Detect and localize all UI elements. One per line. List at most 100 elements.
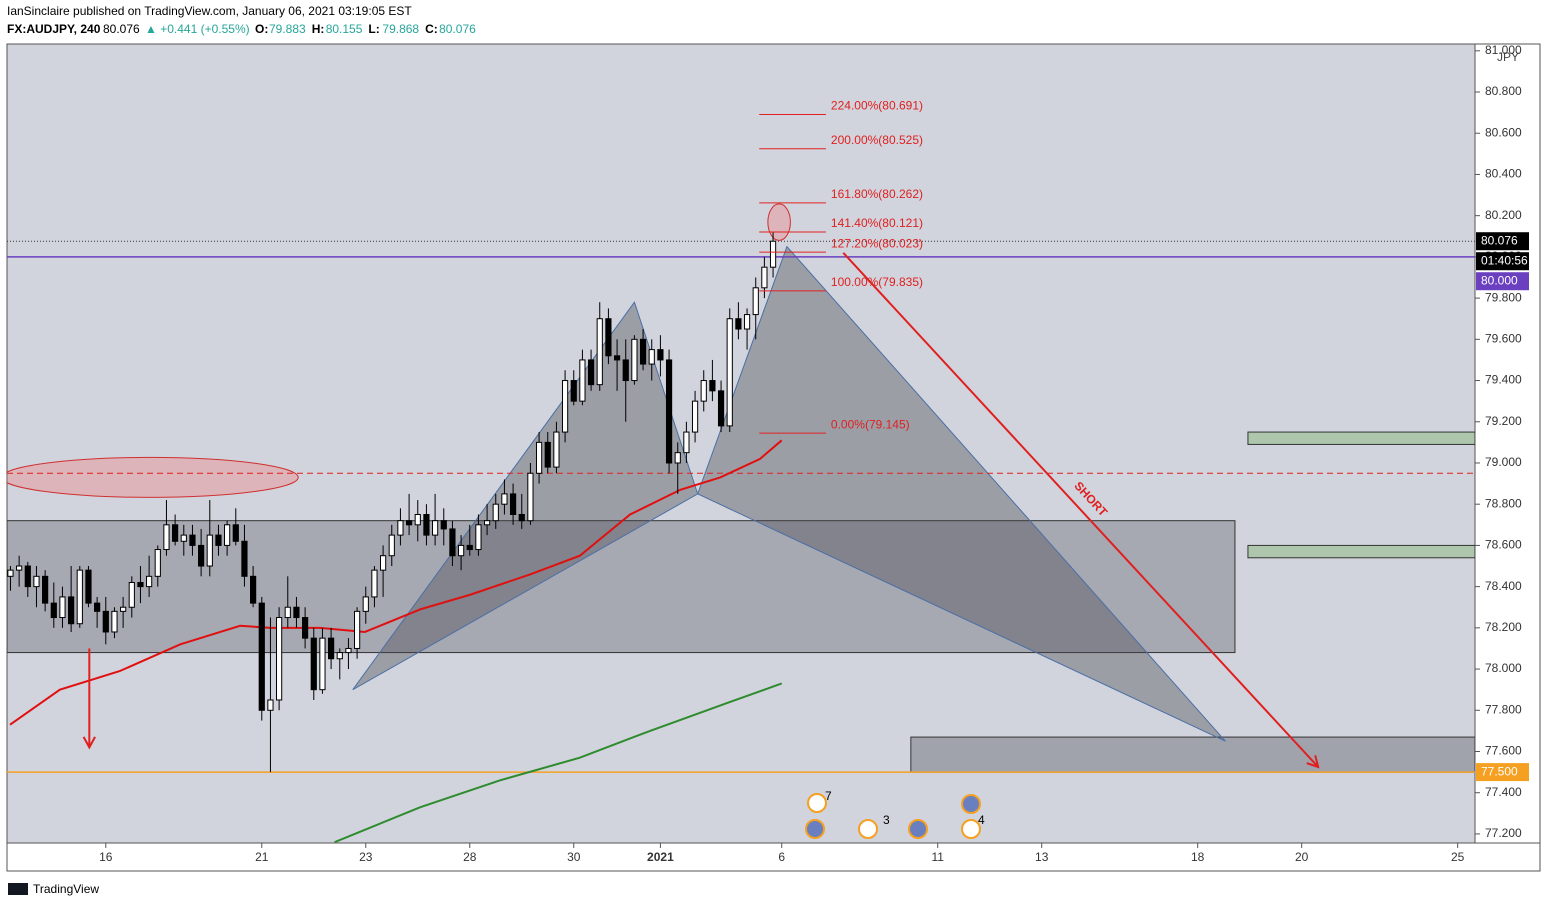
header: IanSinclaire published on TradingView.co… — [7, 4, 412, 18]
fib-label: 127.20%(80.023) — [831, 236, 923, 250]
ohlc-key: L: — [368, 22, 379, 36]
candle-body — [336, 652, 343, 660]
candle-body — [501, 493, 508, 505]
logo — [8, 883, 28, 895]
candle-body — [258, 602, 265, 711]
candle-body — [726, 318, 733, 427]
candle-body — [198, 544, 205, 567]
change: ▲ +0.441 (+0.55%) — [145, 22, 250, 36]
ohlc-value: 80.155 — [326, 22, 363, 36]
ohlc-value: 79.883 — [269, 22, 306, 36]
x-tick-label: 6 — [778, 850, 785, 864]
y-tick-label: 77.200 — [1485, 826, 1522, 840]
candle-body — [388, 534, 395, 557]
candle-body — [163, 524, 170, 551]
arrow — [842, 252, 1319, 768]
y-tick-label: 77.800 — [1485, 702, 1522, 716]
candle-body — [423, 513, 430, 536]
candle-body — [405, 520, 413, 526]
candle-body — [535, 441, 543, 474]
candle-body — [691, 400, 699, 433]
price-tag-label: 77.500 — [1481, 764, 1518, 778]
fib-label: 224.00%(80.691) — [831, 99, 923, 113]
candle-body — [68, 596, 75, 625]
y-tick-label: 79.800 — [1485, 290, 1522, 304]
moving-average — [9, 439, 783, 726]
zone — [1247, 544, 1475, 559]
candle-body — [302, 617, 309, 639]
event-count: 4 — [978, 813, 985, 827]
event-icon[interactable] — [805, 819, 825, 839]
ohlc-key: C: — [425, 22, 438, 36]
fib-label: 0.00%(79.145) — [831, 417, 910, 431]
y-tick-label: 80.200 — [1485, 208, 1522, 222]
candle-body — [345, 647, 352, 654]
candle-body — [215, 534, 222, 546]
currency: JPY — [1497, 50, 1519, 64]
fib-label: 200.00%(80.525) — [831, 133, 923, 147]
event-icon[interactable] — [807, 793, 827, 813]
x-tick-label: 21 — [255, 850, 269, 864]
event-icon[interactable] — [858, 819, 878, 839]
event-icon[interactable] — [908, 819, 928, 839]
candle-body — [354, 610, 361, 649]
candle-body — [267, 699, 274, 711]
candle-body — [683, 431, 690, 454]
candle-body — [276, 617, 283, 701]
candle-body — [717, 390, 725, 427]
candle-body — [631, 338, 638, 382]
candle-body — [362, 596, 369, 612]
fib-label: 100.00%(79.835) — [831, 275, 923, 289]
y-tick-label: 78.800 — [1485, 496, 1522, 510]
y-tick-label: 78.000 — [1485, 661, 1522, 675]
candle-body — [7, 569, 14, 577]
event-icon[interactable] — [961, 794, 981, 814]
plot: 224.00%(80.691) 200.00%(80.525) 161.80%(80… — [7, 99, 1475, 843]
candle-body — [102, 610, 109, 633]
x-tick-label: 2021 — [647, 850, 674, 864]
price-tag-label: 80.076 — [1481, 233, 1518, 247]
candle-body — [397, 520, 404, 536]
candle-body — [527, 472, 534, 522]
candle-body — [761, 266, 768, 289]
time-axis — [6, 842, 1541, 872]
x-tick-label: 16 — [99, 850, 113, 864]
y-tick-label: 77.400 — [1485, 785, 1522, 799]
ohlc-value: 80.076 — [439, 22, 476, 36]
event-icon[interactable] — [961, 819, 981, 839]
candle-body — [172, 524, 179, 542]
candle-body — [622, 359, 629, 382]
candle-body — [250, 575, 257, 604]
symbol: FX:AUDJPY, 240 — [7, 22, 101, 36]
candle-body — [561, 380, 569, 433]
candle-body — [605, 318, 612, 357]
y-tick-label: 78.600 — [1485, 538, 1522, 552]
price-tag — [1476, 272, 1529, 291]
y-tick-label: 78.400 — [1485, 579, 1522, 593]
zone — [910, 736, 1475, 773]
y-tick-label: 78.200 — [1485, 620, 1522, 634]
candle-body — [570, 380, 577, 402]
candle-body — [466, 544, 473, 551]
x-tick-label: 28 — [463, 850, 477, 864]
candle-body — [319, 637, 326, 691]
candle-body — [553, 431, 560, 468]
candle-body — [431, 520, 439, 536]
candle-body — [120, 606, 127, 612]
candle-body — [59, 596, 66, 619]
candle-body — [674, 452, 681, 464]
candle-body — [371, 569, 378, 598]
candle-body — [284, 606, 291, 619]
y-tick-label: 80.800 — [1485, 84, 1522, 98]
candle-body — [483, 520, 491, 526]
zone — [1247, 431, 1475, 445]
ohlc-key: H: — [312, 22, 325, 36]
arrow-head — [82, 736, 96, 750]
x-tick-label: 20 — [1295, 850, 1309, 864]
highlight-ellipse — [767, 203, 791, 241]
y-tick-label: 81.000 — [1485, 43, 1522, 57]
candle-body — [492, 503, 499, 522]
candle-body — [657, 349, 664, 361]
candle-body — [180, 534, 187, 542]
candle-body — [137, 582, 144, 588]
